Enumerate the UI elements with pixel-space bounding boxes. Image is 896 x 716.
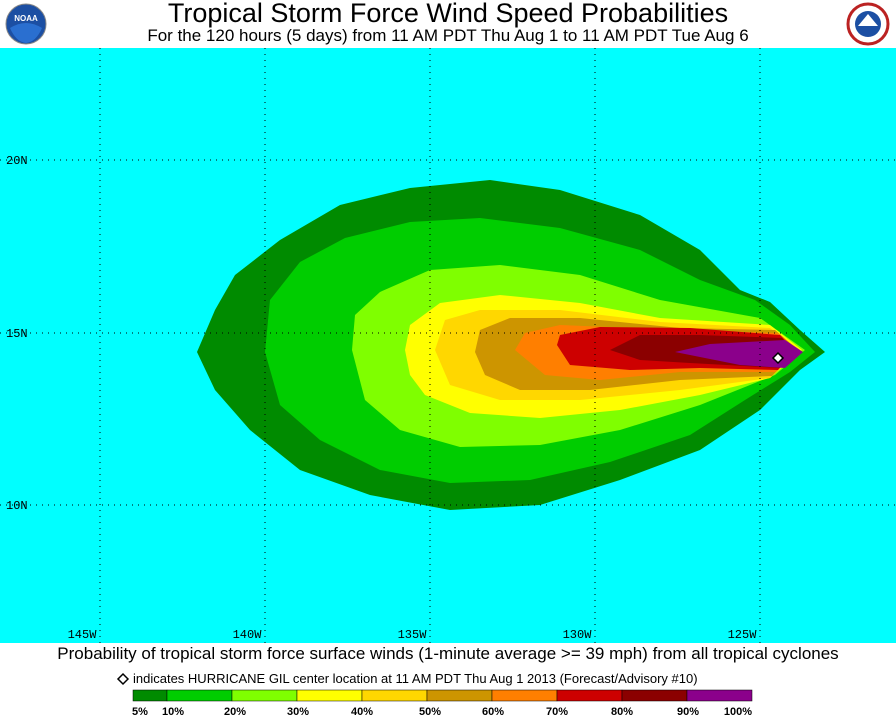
colorbar-label: 20%: [224, 706, 246, 716]
colorbar-swatch: [296, 689, 363, 702]
lat-label: 10N: [6, 499, 28, 513]
lon-label: 135W: [398, 628, 428, 642]
colorbar-swatch: [426, 689, 493, 702]
lon-label: 125W: [728, 628, 758, 642]
colorbar-label: 30%: [287, 706, 309, 716]
colorbar-swatch: [621, 689, 688, 702]
note: indicates HURRICANE GIL center location …: [133, 671, 698, 686]
colorbar-label: 5%: [132, 706, 148, 716]
colorbar-label: 40%: [351, 706, 373, 716]
colorbar-label: 10%: [162, 706, 184, 716]
colorbar-swatch: [166, 689, 233, 702]
caption: Probability of tropical storm force surf…: [57, 644, 838, 663]
lat-label: 20N: [6, 154, 28, 168]
colorbar-label: 50%: [419, 706, 441, 716]
logo-text: NOAA: [14, 14, 38, 23]
colorbar-swatch: [231, 689, 298, 702]
noaa-logo: NOAA: [5, 3, 47, 45]
storm-center: [771, 351, 785, 365]
note-symbol: [116, 672, 130, 686]
nws-logo: [846, 2, 890, 46]
lon-label: 145W: [68, 628, 98, 642]
graticule: 20N 15N 10N 145W 140W 135W 130W 125W: [0, 48, 896, 643]
colorbar-swatch: [132, 689, 168, 702]
colorbar-swatch: [556, 689, 623, 702]
colorbar-label: 70%: [546, 706, 568, 716]
colorbar-label: 80%: [611, 706, 633, 716]
colorbar: 5% 10% 20% 30% 40% 50% 60% 70% 80% 90% 100%: [132, 689, 753, 716]
subtitle: For the 120 hours (5 days) from 11 AM PD…: [147, 26, 748, 45]
lon-label: 130W: [563, 628, 593, 642]
contours: [197, 180, 825, 510]
lat-label: 15N: [6, 327, 28, 341]
colorbar-swatch: [361, 689, 428, 702]
colorbar-label: 90%: [677, 706, 699, 716]
title: Tropical Storm Force Wind Speed Probabil…: [168, 0, 728, 28]
colorbar-swatch: [686, 689, 753, 702]
lon-label: 140W: [233, 628, 263, 642]
colorbar-swatch: [491, 689, 558, 702]
colorbar-label: 60%: [482, 706, 504, 716]
colorbar-label: 100%: [724, 706, 752, 716]
